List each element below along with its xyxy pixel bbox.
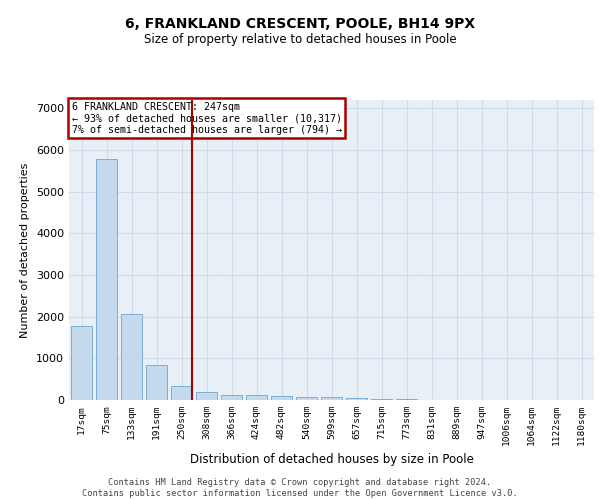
Text: Size of property relative to detached houses in Poole: Size of property relative to detached ho…: [143, 32, 457, 46]
Text: Contains HM Land Registry data © Crown copyright and database right 2024.
Contai: Contains HM Land Registry data © Crown c…: [82, 478, 518, 498]
Bar: [96, 159, 117, 400]
Bar: [196, 392, 217, 400]
Bar: [71, 326, 92, 400]
Bar: [296, 396, 317, 400]
Bar: [321, 397, 342, 400]
Bar: [346, 398, 367, 400]
Text: 6, FRANKLAND CRESCENT, POOLE, BH14 9PX: 6, FRANKLAND CRESCENT, POOLE, BH14 9PX: [125, 18, 475, 32]
Y-axis label: Number of detached properties: Number of detached properties: [20, 162, 31, 338]
Bar: [371, 399, 392, 400]
Bar: [246, 396, 267, 400]
Bar: [171, 386, 192, 400]
Bar: [221, 395, 242, 400]
Bar: [271, 396, 292, 400]
X-axis label: Distribution of detached houses by size in Poole: Distribution of detached houses by size …: [190, 454, 473, 466]
Bar: [146, 366, 167, 400]
Text: 6 FRANKLAND CRESCENT: 247sqm
← 93% of detached houses are smaller (10,317)
7% of: 6 FRANKLAND CRESCENT: 247sqm ← 93% of de…: [71, 102, 341, 134]
Bar: [396, 399, 417, 400]
Bar: [121, 314, 142, 400]
